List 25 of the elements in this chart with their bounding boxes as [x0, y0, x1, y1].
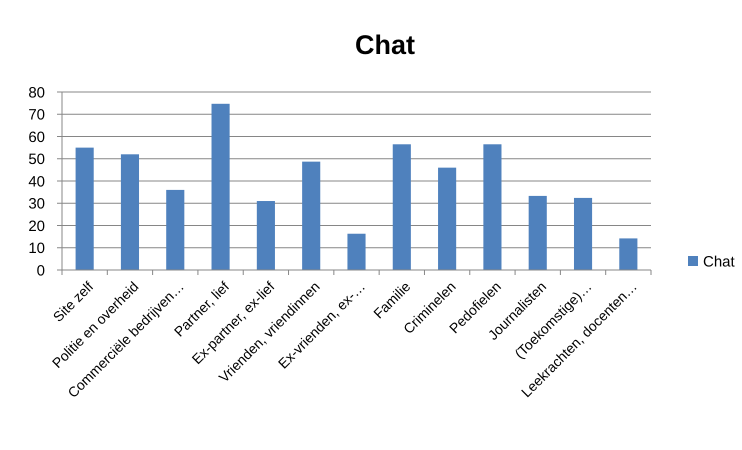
bar — [483, 144, 502, 270]
legend-label: Chat — [703, 253, 736, 270]
y-tick-label: 0 — [36, 262, 45, 280]
bar — [347, 234, 366, 270]
y-tick-label: 30 — [28, 196, 45, 212]
chart-title: Chat — [355, 30, 416, 60]
y-tick-label: 60 — [28, 128, 45, 146]
bar — [392, 144, 411, 270]
bar — [574, 198, 592, 270]
bar — [438, 168, 456, 270]
y-tick-label: 80 — [28, 84, 45, 102]
bar — [528, 196, 547, 270]
y-tick-label: 70 — [28, 106, 45, 124]
y-tick-label: 10 — [28, 240, 45, 257]
bar — [166, 190, 184, 270]
bar — [76, 148, 94, 270]
bar — [302, 162, 320, 270]
x-tick-label: Site zelf — [50, 278, 96, 325]
bar — [120, 154, 140, 270]
y-tick-label: 50 — [28, 151, 45, 168]
bar — [256, 201, 275, 270]
bar — [619, 238, 638, 270]
y-tick-label: 40 — [28, 173, 45, 190]
bar — [212, 104, 230, 270]
y-tick-label: 20 — [28, 218, 45, 235]
